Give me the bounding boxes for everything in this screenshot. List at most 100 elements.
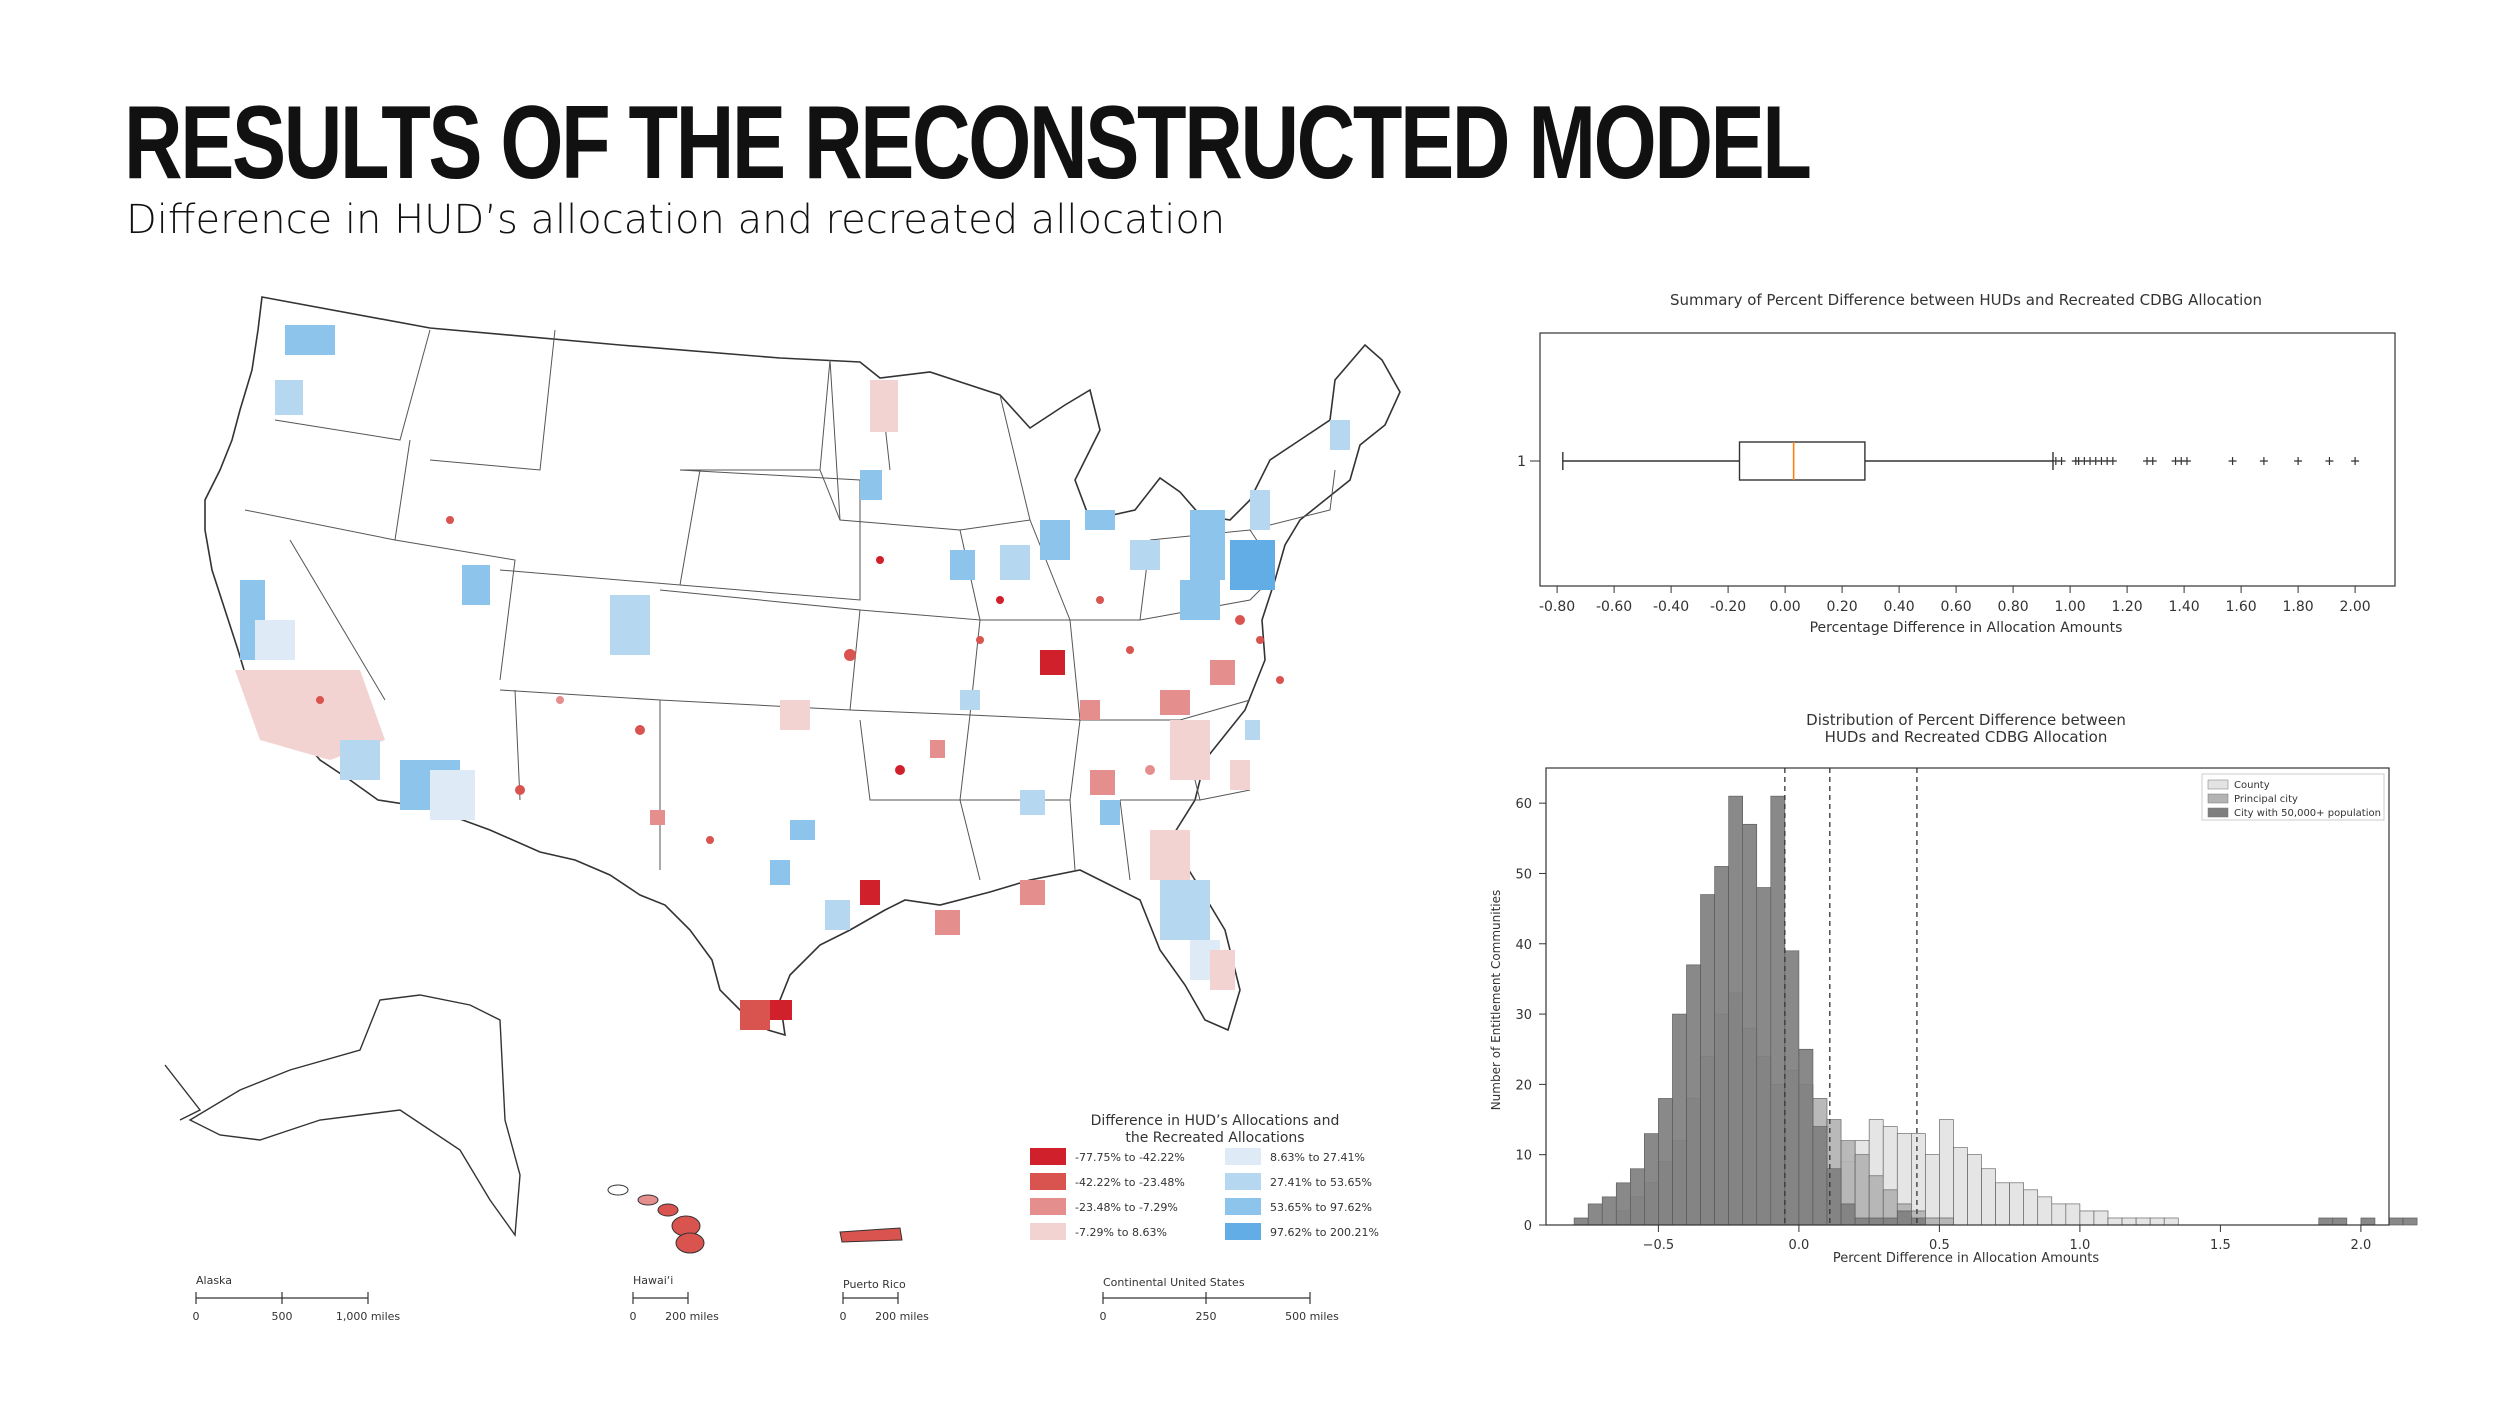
histogram-x-tick-label: 2.0 — [2351, 1238, 2372, 1253]
boxplot-x-tick-label: 1.00 — [2055, 599, 2086, 615]
map-legend-swatch — [1030, 1173, 1066, 1190]
histogram-bar-county — [1967, 1154, 1982, 1226]
boxplot-x-tick-label: 1.20 — [2112, 599, 2143, 615]
histogram-bar-city-50000 — [1854, 1217, 1870, 1226]
histogram-bar-county — [1981, 1168, 1996, 1226]
histogram-x-tick-label: 1.0 — [2070, 1238, 2091, 1253]
histogram-bar-principal-city — [1868, 1175, 1884, 1226]
boxplot-x-axis-label: Percentage Difference in Allocation Amou… — [1810, 620, 2123, 636]
scale-tick: 500 — [272, 1310, 293, 1323]
histogram-y-tick-label: 40 — [1515, 938, 1532, 953]
boxplot-x-tick-label: 2.00 — [2340, 599, 2371, 615]
histogram-legend-swatch — [2207, 807, 2229, 818]
page-subtitle: Difference in HUD’s allocation and recre… — [126, 197, 1226, 243]
histogram-x-tick-label: 1.5 — [2210, 1238, 2231, 1253]
scale-tick: 0 — [1100, 1310, 1107, 1323]
map-legend-swatch — [1030, 1148, 1066, 1165]
histogram-bar-city-50000 — [1798, 1048, 1814, 1226]
histogram-bar-county — [1995, 1182, 2010, 1226]
histogram-bar-city-50000 — [1770, 795, 1786, 1226]
histogram-bar-city-50000 — [1686, 964, 1701, 1226]
map-legend-swatch — [1225, 1223, 1261, 1240]
histogram-bar-principal-city — [1854, 1154, 1870, 1226]
histogram-bar-city-50000 — [2360, 1217, 2376, 1226]
histogram-bar-city-50000 — [1587, 1203, 1603, 1226]
histogram-bar-county — [2093, 1210, 2109, 1226]
map-legend-title: the Recreated Allocations — [1125, 1130, 1304, 1146]
map-legend-swatch — [1030, 1223, 1066, 1240]
histogram-legend-swatch — [2207, 779, 2229, 790]
boxplot-outlier — [2228, 457, 2237, 465]
histogram-x-tick-label: −0.5 — [1643, 1238, 1675, 1253]
histogram-bar-county — [2009, 1182, 2025, 1226]
map-legend-label: 97.62% to 200.21% — [1270, 1226, 1379, 1239]
histogram-bar-city-50000 — [1756, 887, 1772, 1226]
histogram-bar-county — [2163, 1217, 2179, 1226]
boxplot-outlier — [2294, 457, 2303, 465]
boxplot-x-tick-label: -0.60 — [1596, 599, 1632, 615]
histogram-bar-city-50000 — [1644, 1133, 1659, 1226]
boxplot-x-tick-label: 0.00 — [1770, 599, 1801, 615]
histogram-bar-county — [2121, 1217, 2137, 1226]
histogram-x-tick-label: 0.5 — [1929, 1238, 1950, 1253]
map-legend-label: 8.63% to 27.41% — [1270, 1151, 1365, 1164]
scale-tick: 1,000 miles — [336, 1310, 401, 1323]
histogram-bar-city-50000 — [1573, 1217, 1589, 1226]
histogram-bar-city-50000 — [1882, 1217, 1898, 1226]
map-legend-swatch — [1225, 1148, 1261, 1165]
boxplot-x-tick-label: 0.40 — [1884, 599, 1915, 615]
scale-tick: 0 — [840, 1310, 847, 1323]
boxplot-x-tick-label: 0.20 — [1827, 599, 1858, 615]
histogram-chart: Distribution of Percent Difference betwe… — [1489, 711, 2418, 1266]
histogram-y-tick-label: 20 — [1515, 1078, 1532, 1093]
boxplot-outlier — [2182, 457, 2191, 465]
boxplot-outlier — [2325, 457, 2334, 465]
scale-bars — [195, 1292, 1311, 1304]
histogram-bar-city-50000 — [2332, 1217, 2348, 1226]
histogram-bar-city-50000 — [1911, 1217, 1926, 1226]
histogram-bar-county — [1925, 1154, 1940, 1226]
histogram-legend: County Principal city City with 50,000+ po… — [2201, 773, 2385, 821]
histogram-legend-label: County — [2234, 780, 2270, 791]
boxplot-title: Summary of Percent Difference between HU… — [1670, 291, 2262, 309]
histogram-y-tick-label: 0 — [1524, 1219, 1532, 1234]
map-legend-label: 27.41% to 53.65% — [1270, 1176, 1372, 1189]
boxplot-outlier — [2351, 457, 2360, 465]
histogram-bar-city-50000 — [1658, 1098, 1673, 1226]
boxplot-x-tick-label: -0.80 — [1539, 599, 1575, 615]
histogram-bar-city-50000 — [1615, 1182, 1631, 1226]
histogram-legend-swatch — [2207, 793, 2229, 804]
histogram-x-axis-label: Percent Difference in Allocation Amounts — [1833, 1251, 2099, 1266]
boxplot-outlier — [2108, 457, 2117, 465]
scale-tick: 200 miles — [665, 1310, 719, 1323]
histogram-bar-city-50000 — [1714, 866, 1729, 1226]
histogram-bar-principal-city — [1939, 1217, 1954, 1226]
boxplot-marks — [1562, 441, 2360, 481]
histogram-bar-city-50000 — [1840, 1203, 1856, 1226]
boxplot-box — [1738, 441, 1866, 481]
map-legend-label: -23.48% to -7.29% — [1075, 1201, 1178, 1214]
histogram-bar-county — [2065, 1203, 2081, 1226]
histogram-bar-city-50000 — [1728, 795, 1744, 1226]
map-legend-swatch — [1225, 1173, 1261, 1190]
histogram-bar-county — [2023, 1189, 2039, 1226]
boxplot-x-tick-label: 1.60 — [2226, 599, 2257, 615]
histogram-x-ticks: −0.5 0.0 0.5 1.0 1.5 2.0 — [1643, 1225, 2372, 1253]
page-title: RESULTS OF THE RECONSTRUCTED MODEL — [124, 85, 1812, 201]
scale-name-alaska: Alaska — [196, 1274, 232, 1287]
histogram-legend-label: City with 50,000+ population — [2234, 808, 2381, 819]
boxplot-x-tick-label: 1.80 — [2283, 599, 2314, 615]
histogram-bars — [1573, 795, 2418, 1226]
histogram-y-ticks: 0 10 20 30 40 50 60 — [1515, 797, 1546, 1234]
histogram-bar-principal-city — [1925, 1217, 1940, 1226]
histogram-x-tick-label: 0.0 — [1789, 1238, 1810, 1253]
scale-tick: 0 — [193, 1310, 200, 1323]
histogram-title-line2: HUDs and Recreated CDBG Allocation — [1825, 728, 2108, 746]
scale-name-continental: Continental United States — [1103, 1276, 1245, 1289]
histogram-legend-box — [2201, 773, 2385, 821]
histogram-bar-county — [1953, 1147, 1968, 1226]
histogram-bar-city-50000 — [1826, 1168, 1842, 1226]
histogram-bar-city-50000 — [1896, 1210, 1912, 1226]
histogram-bar-county — [2135, 1217, 2151, 1226]
